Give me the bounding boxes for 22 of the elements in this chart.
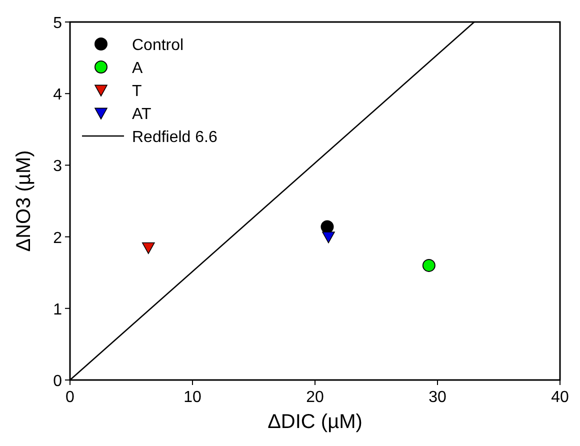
y-tick-label: 5 [53,15,62,32]
x-tick-label: 10 [184,389,202,406]
y-tick-label: 2 [53,230,62,247]
x-tick-label: 40 [551,389,569,406]
legend-label: AT [132,106,152,123]
x-axis-title: ΔDIC (µM) [268,411,362,433]
x-tick-label: 30 [428,389,446,406]
legend-label: A [132,60,143,77]
point [320,220,334,234]
x-tick-label: 20 [306,389,324,406]
y-tick-label: 4 [53,86,62,104]
y-tick-label: 1 [53,301,62,318]
point [422,258,436,272]
legend-label: Control [132,37,184,54]
point [322,232,335,244]
point [142,242,155,254]
legend-label: T [132,83,142,100]
x-tick-label: 0 [66,389,75,406]
y-tick-label: 3 [53,158,62,176]
y-tick-label: 0 [53,373,62,390]
legend-label: Redfield 6.6 [132,129,218,146]
y-axis-title: ΔNO3 (µM) [13,150,35,252]
